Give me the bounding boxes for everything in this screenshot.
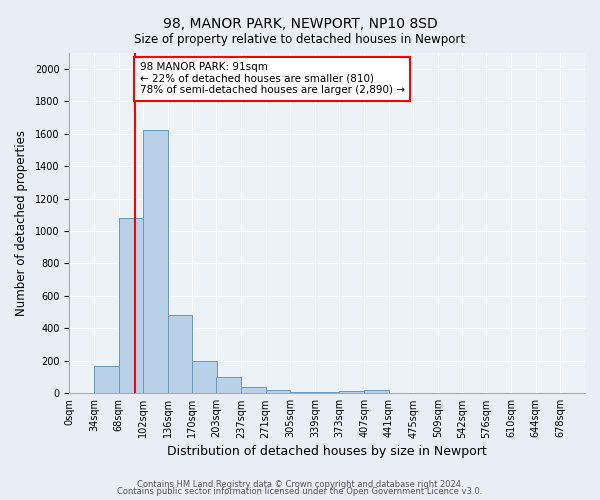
Y-axis label: Number of detached properties: Number of detached properties <box>15 130 28 316</box>
Bar <box>193 361 217 394</box>
Text: Contains HM Land Registry data © Crown copyright and database right 2024.: Contains HM Land Registry data © Crown c… <box>137 480 463 489</box>
Bar <box>266 390 290 394</box>
Bar <box>168 316 193 394</box>
Bar <box>340 391 364 394</box>
Bar <box>315 392 340 394</box>
Bar <box>364 390 389 394</box>
X-axis label: Distribution of detached houses by size in Newport: Distribution of detached houses by size … <box>167 444 487 458</box>
Bar <box>94 366 119 394</box>
Bar <box>241 387 266 394</box>
Text: Size of property relative to detached houses in Newport: Size of property relative to detached ho… <box>134 32 466 46</box>
Bar <box>119 218 143 394</box>
Bar <box>217 377 241 394</box>
Bar <box>143 130 168 394</box>
Bar <box>290 392 315 394</box>
Text: 98, MANOR PARK, NEWPORT, NP10 8SD: 98, MANOR PARK, NEWPORT, NP10 8SD <box>163 18 437 32</box>
Text: 98 MANOR PARK: 91sqm
← 22% of detached houses are smaller (810)
78% of semi-deta: 98 MANOR PARK: 91sqm ← 22% of detached h… <box>140 62 404 96</box>
Text: Contains public sector information licensed under the Open Government Licence v3: Contains public sector information licen… <box>118 487 482 496</box>
